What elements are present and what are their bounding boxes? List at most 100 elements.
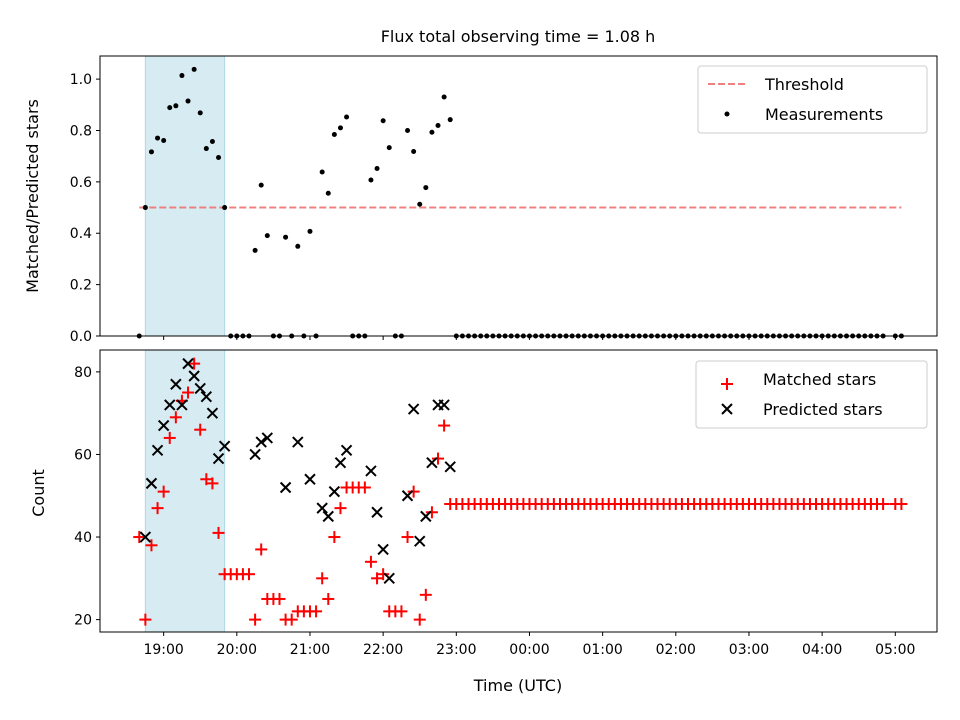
predicted-star-point xyxy=(438,399,450,411)
predicted-star-point xyxy=(170,378,182,390)
matched-star-point xyxy=(407,485,420,498)
matched-star-point xyxy=(139,613,152,626)
measurement-point xyxy=(374,165,380,171)
matched-star-point xyxy=(194,423,207,436)
measurement-point xyxy=(307,228,313,234)
matched-star-point xyxy=(163,431,176,444)
predicted-star-point xyxy=(279,481,292,494)
y-tick-label: 60 xyxy=(74,447,92,463)
x-axis-label: Time (UTC) xyxy=(473,676,562,695)
matched-star-point xyxy=(358,481,371,494)
y-tick-label: 0.0 xyxy=(70,329,92,345)
measurement-point xyxy=(148,149,154,155)
matched-star-point xyxy=(334,502,347,515)
count-ylabel: Count xyxy=(29,469,48,517)
predicted-star-point xyxy=(316,502,328,514)
measurement-point xyxy=(203,146,209,152)
legend-predicted-label: Predicted stars xyxy=(763,400,883,419)
predicted-star-point xyxy=(249,448,261,461)
predicted-star-point xyxy=(145,477,158,490)
x-tick-label: 21:00 xyxy=(290,642,330,658)
predicted-star-point xyxy=(334,457,347,469)
predicted-star-point xyxy=(322,510,334,523)
predicted-star-point xyxy=(200,390,213,403)
x-tick-label: 01:00 xyxy=(582,642,622,658)
ratio-legend: Threshold Measurements xyxy=(697,65,928,134)
predicted-star-point xyxy=(164,399,176,411)
matched-star-point xyxy=(206,477,219,490)
predicted-star-point xyxy=(328,485,341,498)
x-tick-label: 20:00 xyxy=(217,642,257,658)
predicted-star-point xyxy=(139,531,152,543)
matched-star-point xyxy=(200,473,213,486)
measurement-point xyxy=(386,145,392,151)
predicted-star-point xyxy=(206,407,219,419)
y-tick-label: 80 xyxy=(74,365,92,381)
predicted-star-point xyxy=(365,465,377,477)
predicted-star-point xyxy=(371,506,383,518)
count-axes: 20 40 60 80 19:00 20:00 21:00 22:00 23:00 00:00 0… xyxy=(29,349,938,695)
measurement-point xyxy=(216,154,222,160)
measurement-point xyxy=(380,118,386,124)
predicted-star-point xyxy=(414,535,426,547)
measurement-point xyxy=(252,247,258,253)
predicted-star-point xyxy=(194,382,206,395)
legend-threshold-label: Threshold xyxy=(764,75,844,94)
measurement-point xyxy=(331,132,337,138)
chart-title: Flux total observing time = 1.08 h xyxy=(381,27,656,46)
ratio-axes-frame xyxy=(99,55,938,337)
matched-star-point xyxy=(255,543,268,556)
predicted-star-point xyxy=(304,473,316,485)
x-tick-label: 22:00 xyxy=(363,642,403,658)
predicted-star-point xyxy=(261,432,274,444)
measurement-point xyxy=(191,66,197,72)
highlight-span xyxy=(144,55,226,337)
matched-star-point xyxy=(877,498,890,511)
matched-star-point xyxy=(243,568,256,581)
matched-star-point xyxy=(432,452,445,465)
measurement-point xyxy=(197,110,203,116)
predicted-star-point xyxy=(420,510,432,523)
predicted-star-point xyxy=(157,419,170,432)
x-tick-label: 02:00 xyxy=(656,642,696,658)
count-axes-frame xyxy=(99,349,938,633)
matched-star-point xyxy=(249,613,262,626)
measurement-point xyxy=(283,234,289,240)
predicted-star-point xyxy=(255,436,267,448)
measurement-point xyxy=(411,148,417,154)
matched-star-point xyxy=(371,572,384,585)
measurement-point xyxy=(264,233,270,239)
x-tick-label: 00:00 xyxy=(509,642,549,658)
predicted-star-point xyxy=(426,457,438,469)
predicted-star-point xyxy=(212,452,225,465)
measurement-point xyxy=(337,125,343,131)
measurement-point xyxy=(173,103,179,109)
predicted-star-point xyxy=(188,370,200,382)
measurement-point xyxy=(179,73,185,79)
measurement-point xyxy=(258,182,264,188)
matched-star-point xyxy=(322,592,335,605)
matched-star-point xyxy=(377,568,390,581)
predicted-star-point xyxy=(383,572,395,585)
matched-star-point xyxy=(182,386,195,399)
y-tick-label: 0.6 xyxy=(70,175,92,191)
measurement-point xyxy=(344,114,350,120)
measurement-point xyxy=(142,205,148,211)
predicted-star-point xyxy=(377,543,389,556)
matched-star-point xyxy=(438,419,451,432)
matched-star-point xyxy=(310,605,323,618)
x-tick-label: 04:00 xyxy=(802,642,842,658)
measurement-point xyxy=(447,117,453,123)
ratio-ylabel: Matched/Predicted stars xyxy=(23,99,42,293)
measurement-point xyxy=(222,205,228,211)
x-tick-label: 19:00 xyxy=(143,642,183,658)
measurement-point xyxy=(325,190,331,196)
matched-star-point xyxy=(133,531,146,544)
measurement-point xyxy=(295,243,301,249)
predicted-star-point xyxy=(444,461,456,473)
measurement-point xyxy=(161,137,167,143)
measurement-point xyxy=(423,185,429,191)
predicted-star-point xyxy=(340,444,353,457)
measurement-point xyxy=(209,139,215,145)
legend-predicted-marker xyxy=(721,403,733,415)
